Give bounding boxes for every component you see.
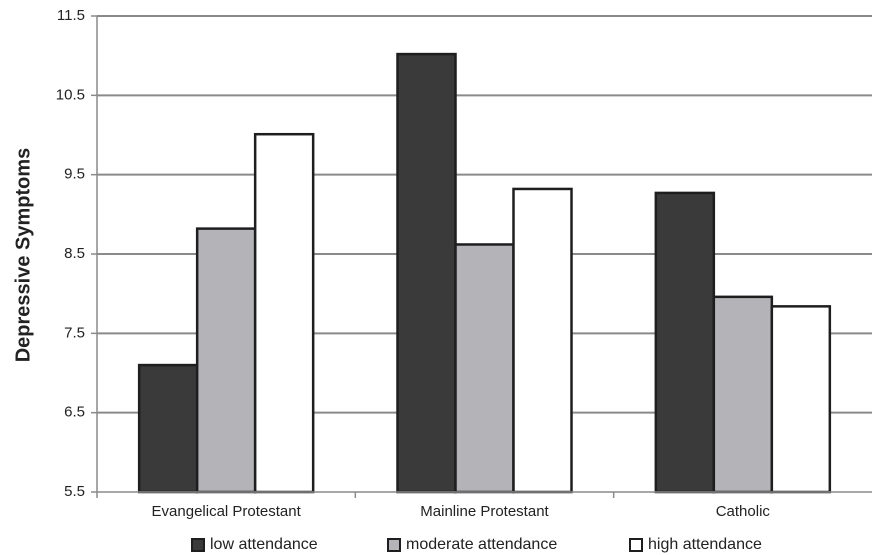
bar (712, 295, 774, 494)
bar (770, 305, 832, 494)
bar (396, 52, 457, 494)
y-tick-label: 11.5 (57, 7, 85, 24)
bar (137, 363, 199, 494)
legend-swatch (387, 538, 401, 552)
y-tick-label: 6.5 (64, 404, 85, 421)
bar (512, 187, 573, 494)
y-tick-label: 8.5 (64, 245, 85, 262)
legend-label: low attendance (210, 536, 318, 553)
bars (137, 52, 832, 494)
y-tick-label: 7.5 (64, 324, 85, 341)
legend: low attendance moderate attendance high at… (191, 536, 762, 553)
x-category-label: Mainline Protestant (420, 503, 549, 520)
legend-label: moderate attendance (406, 536, 557, 553)
y-tick-label: 10.5 (56, 86, 85, 103)
bar (654, 191, 716, 494)
x-category-label: Evangelical Protestant (152, 503, 302, 520)
y-axis-title: Depressive Symptoms (12, 148, 34, 363)
bar (253, 132, 315, 494)
x-category-label: Catholic (716, 503, 771, 520)
axes: 5.5 6.5 7.5 8.5 9.5 10.5 11.5 Evangelical Prote… (56, 7, 872, 520)
bar (195, 227, 257, 494)
y-tick-label: 9.5 (64, 166, 85, 183)
bar (454, 243, 515, 494)
y-tick-label: 5.5 (64, 483, 85, 500)
legend-swatch (191, 538, 205, 552)
legend-label: high attendance (648, 536, 762, 553)
legend-swatch (629, 538, 643, 552)
